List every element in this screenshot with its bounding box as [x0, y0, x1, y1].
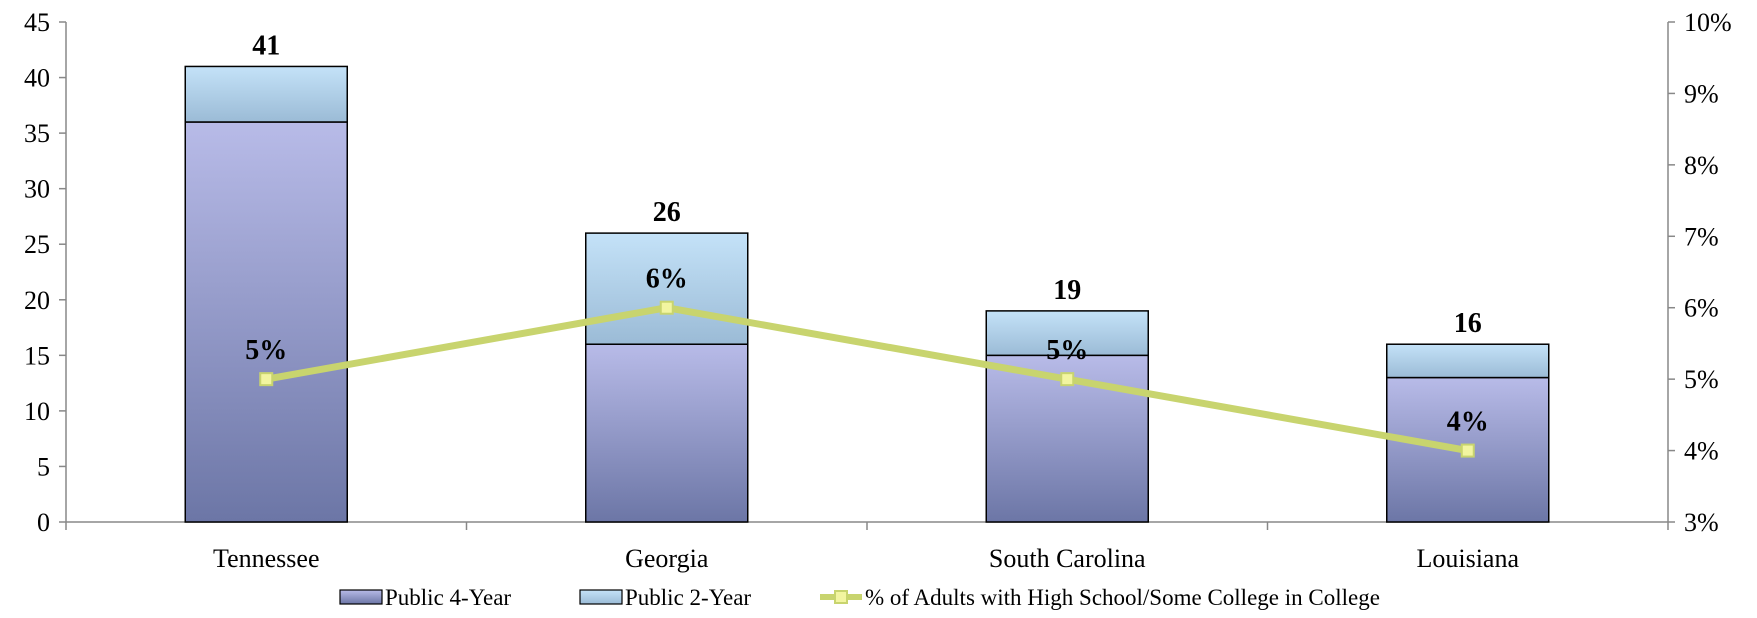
bars [184, 65, 1550, 523]
bar-total-label: 16 [1454, 308, 1482, 339]
legend-marker [834, 590, 848, 604]
line-point-label: 5% [245, 335, 287, 366]
legend-swatch [579, 589, 623, 605]
y-left-tick-label: 15 [24, 341, 50, 370]
bar-public-2-year [184, 65, 348, 123]
bar-total-label: 41 [252, 30, 280, 61]
bar-total-label: 19 [1053, 275, 1081, 306]
line-point-marker [259, 372, 274, 387]
axes: 0 5 10 15 20 25 30 35 40 45 3% 4% 5% 6% 7% 8% 9% 10% Tenne… [24, 8, 1732, 573]
bar-public-2-year [985, 310, 1149, 357]
y-right-tick-label: 8% [1684, 151, 1719, 180]
y-right-tick-label: 7% [1684, 222, 1719, 251]
line-series [259, 300, 1475, 458]
line-point-label: 5% [1046, 335, 1088, 366]
legend-item-public-4-year: Public 4-Year [339, 585, 511, 610]
legend-item-pct-adults: % of Adults with High School/Some Colleg… [820, 585, 1380, 610]
legend-label: Public 4-Year [385, 585, 511, 610]
y-right-tick-label: 3% [1684, 508, 1719, 537]
line-pct-adults [265, 304, 1469, 455]
line-point-label: 4% [1447, 407, 1489, 438]
line-point-marker [1060, 372, 1075, 387]
legend-swatch [339, 589, 383, 605]
y-left-tick-label: 35 [24, 119, 50, 148]
y-left-tick-label: 30 [24, 175, 50, 204]
bar-public-2-year [585, 232, 749, 345]
bar-public-2-year [1386, 343, 1550, 379]
legend-item-public-2-year: Public 2-Year [579, 585, 751, 610]
x-category-label: Tennessee [213, 544, 319, 573]
x-category-label: Georgia [625, 544, 709, 573]
y-right-tick-label: 4% [1684, 437, 1719, 466]
y-right-tick-label: 9% [1684, 79, 1719, 108]
y-right-tick-label: 6% [1684, 294, 1719, 323]
bar-public-4-year [184, 121, 348, 523]
y-left-tick-label: 45 [24, 8, 50, 37]
y-left-tick-label: 5 [37, 452, 50, 481]
legend: Public 4-Year Public 2-Year % of Adults wi… [339, 585, 1380, 610]
legend-label: Public 2-Year [625, 585, 751, 610]
line-point-label: 6% [646, 264, 688, 295]
data-labels: 41 26 19 16 5% 6% 5% 4% [245, 30, 1489, 437]
y-left-tick-label: 40 [24, 64, 50, 93]
y-left-tick-label: 25 [24, 230, 50, 259]
y-left-tick-label: 20 [24, 286, 50, 315]
y-left-tick-label: 10 [24, 397, 50, 426]
line-point-marker [659, 300, 674, 315]
line-point-marker [1460, 443, 1475, 458]
y-left-tick-label: 0 [37, 508, 50, 537]
bar-total-label: 26 [653, 197, 681, 228]
x-category-label: Louisiana [1416, 544, 1519, 573]
y-right-tick-label: 5% [1684, 365, 1719, 394]
legend-label: % of Adults with High School/Some Colleg… [865, 585, 1380, 610]
bar-public-4-year [585, 343, 749, 523]
x-category-label: South Carolina [989, 544, 1146, 573]
y-right-tick-label: 10% [1684, 8, 1732, 37]
